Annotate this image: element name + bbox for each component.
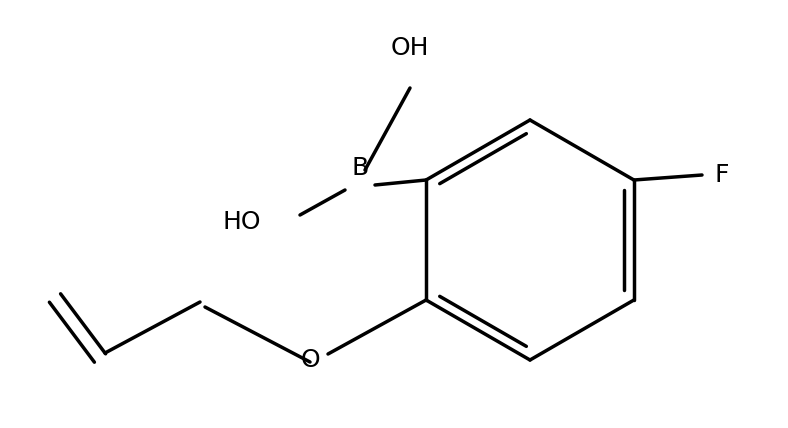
Text: F: F bbox=[715, 163, 729, 187]
Text: OH: OH bbox=[391, 36, 429, 60]
Text: O: O bbox=[300, 348, 320, 372]
Text: HO: HO bbox=[223, 210, 262, 234]
Text: B: B bbox=[351, 156, 369, 180]
